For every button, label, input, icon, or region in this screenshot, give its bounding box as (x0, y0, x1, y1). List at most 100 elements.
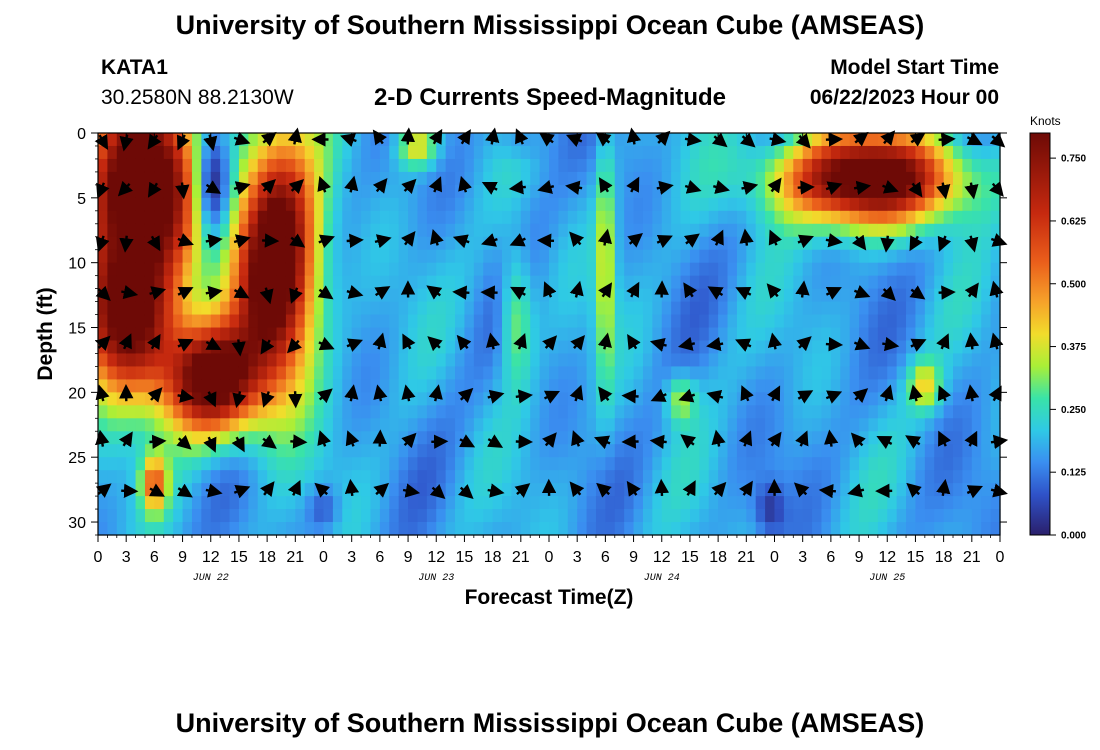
heatmap-cell (520, 275, 531, 290)
heatmap-cell (426, 444, 437, 458)
heatmap-cell (502, 379, 513, 393)
heatmap-cell (981, 366, 992, 380)
heatmap-cell (408, 418, 419, 432)
heatmap-cell (520, 496, 531, 510)
heatmap-cell (370, 223, 381, 238)
heatmap-cell (661, 470, 672, 484)
heatmap-cell (220, 483, 231, 497)
heatmap-cell (295, 405, 306, 419)
heatmap-cell (285, 457, 296, 471)
heatmap-cell (144, 275, 155, 290)
heatmap-cell (614, 444, 625, 458)
heatmap-cell (295, 249, 306, 264)
heatmap-cell (614, 353, 625, 368)
heatmap-cell (906, 275, 917, 290)
heatmap-cell (304, 405, 315, 419)
heatmap-cell (154, 133, 165, 147)
heatmap-cell (455, 249, 466, 264)
heatmap-cell (586, 275, 597, 290)
heatmap-cell (567, 275, 578, 290)
heatmap-cell (248, 327, 259, 342)
heatmap-cell (887, 249, 898, 264)
heatmap-cell (896, 392, 907, 406)
heatmap-cell (201, 405, 212, 419)
heatmap-cell (154, 262, 165, 277)
heatmap-cell (765, 379, 776, 393)
heatmap-cell (736, 223, 747, 238)
heatmap-cell (689, 223, 700, 238)
heatmap-cell (849, 353, 860, 368)
heatmap-cell (642, 379, 653, 393)
heatmap-cell (896, 431, 907, 445)
heatmap-cell (455, 288, 466, 303)
heatmap-cell (859, 223, 870, 238)
heatmap-cell (990, 145, 1001, 160)
heatmap-cell (924, 145, 935, 160)
heatmap-cell (840, 366, 851, 380)
heatmap-cell (812, 431, 823, 445)
heatmap-cell (774, 522, 785, 536)
heatmap-cell (426, 327, 437, 342)
heatmap-cell (915, 288, 926, 303)
heatmap-cell (718, 522, 729, 536)
heatmap-cell (135, 236, 146, 251)
heatmap-cell (445, 262, 456, 277)
heatmap-cell (793, 145, 804, 160)
heatmap-cell (126, 509, 137, 523)
heatmap-cell (558, 275, 569, 290)
heatmap-cell (859, 197, 870, 212)
heatmap-cell (295, 210, 306, 225)
heatmap-cell (812, 470, 823, 484)
heatmap-cell (887, 171, 898, 186)
heatmap-cell (661, 171, 672, 186)
heatmap-cell (173, 496, 184, 510)
heatmap-cell (191, 444, 202, 458)
heatmap-cell (135, 483, 146, 497)
heatmap-cell (492, 171, 503, 186)
heatmap-cell (135, 431, 146, 445)
heatmap-cell (191, 418, 202, 432)
heatmap-cell (436, 522, 447, 536)
heatmap-cell (530, 444, 541, 458)
heatmap-cell (502, 418, 513, 432)
heatmap-cell (689, 392, 700, 406)
heatmap-cell (793, 340, 804, 355)
heatmap-cell (802, 288, 813, 303)
heatmap-cell (464, 327, 475, 342)
heatmap-cell (962, 496, 973, 510)
heatmap-cell (981, 327, 992, 342)
heatmap-cell (586, 483, 597, 497)
heatmap-cell (248, 158, 259, 173)
heatmap-cell (201, 509, 212, 523)
x-tick-label: 18 (709, 549, 727, 566)
heatmap-cell (896, 184, 907, 199)
heatmap-cell (793, 353, 804, 368)
heatmap-cell (492, 522, 503, 536)
heatmap-cell (595, 171, 606, 186)
heatmap-cell (417, 379, 428, 393)
heatmap-cell (182, 483, 193, 497)
heatmap-cell (934, 457, 945, 471)
heatmap-cell (859, 262, 870, 277)
heatmap-cell (332, 379, 343, 393)
heatmap-cell (727, 418, 738, 432)
current-vector-arrow (738, 430, 753, 447)
heatmap-cell (652, 353, 663, 368)
heatmap-cell (511, 522, 522, 536)
heatmap-cell (821, 522, 832, 536)
heatmap-cell (473, 249, 484, 264)
heatmap-cell (351, 496, 362, 510)
heatmap-cell (718, 353, 729, 368)
heatmap-cell (379, 431, 390, 445)
heatmap-cell (736, 418, 747, 432)
heatmap-cell (238, 327, 249, 342)
heatmap-cell (699, 133, 710, 147)
heatmap-cell (530, 249, 541, 264)
heatmap-cell (586, 522, 597, 536)
heatmap-cell (436, 327, 447, 342)
heatmap-cell (182, 522, 193, 536)
heatmap-cell (191, 314, 202, 329)
heatmap-cell (379, 158, 390, 173)
heatmap-cell (981, 392, 992, 406)
heatmap-cell (558, 210, 569, 225)
